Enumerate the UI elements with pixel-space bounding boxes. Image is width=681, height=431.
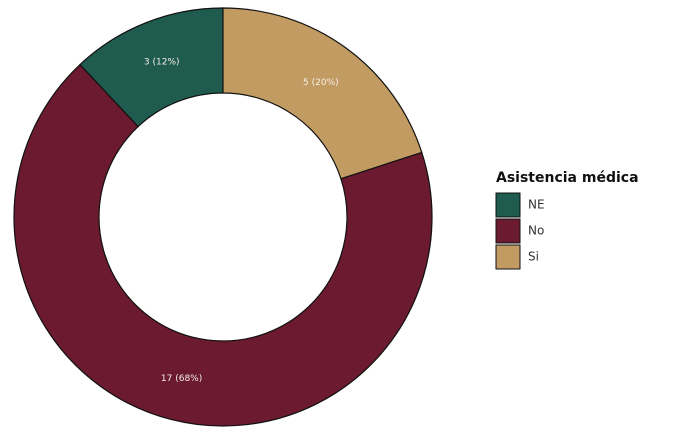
legend-key-no (495, 218, 521, 244)
legend-label-si: Si (528, 250, 539, 264)
slice-no (13, 63, 433, 427)
slice-label-ne: 3 (12%) (144, 58, 180, 68)
slice-si (222, 7, 423, 180)
legend-label-ne: NE (528, 198, 545, 212)
slice-label-no: 17 (68%) (161, 374, 202, 384)
legend: Asistencia médica NE No Si (495, 170, 639, 270)
legend-key-ne (495, 192, 521, 218)
legend-label-no: No (528, 224, 544, 238)
slice-label-si: 5 (20%) (303, 78, 339, 88)
slices-group (13, 7, 433, 427)
legend-title: Asistencia médica (496, 170, 639, 186)
legend-key-si (495, 244, 521, 270)
slice-labels-group: 3 (12%) 17 (68%) 5 (20%) (144, 58, 339, 384)
